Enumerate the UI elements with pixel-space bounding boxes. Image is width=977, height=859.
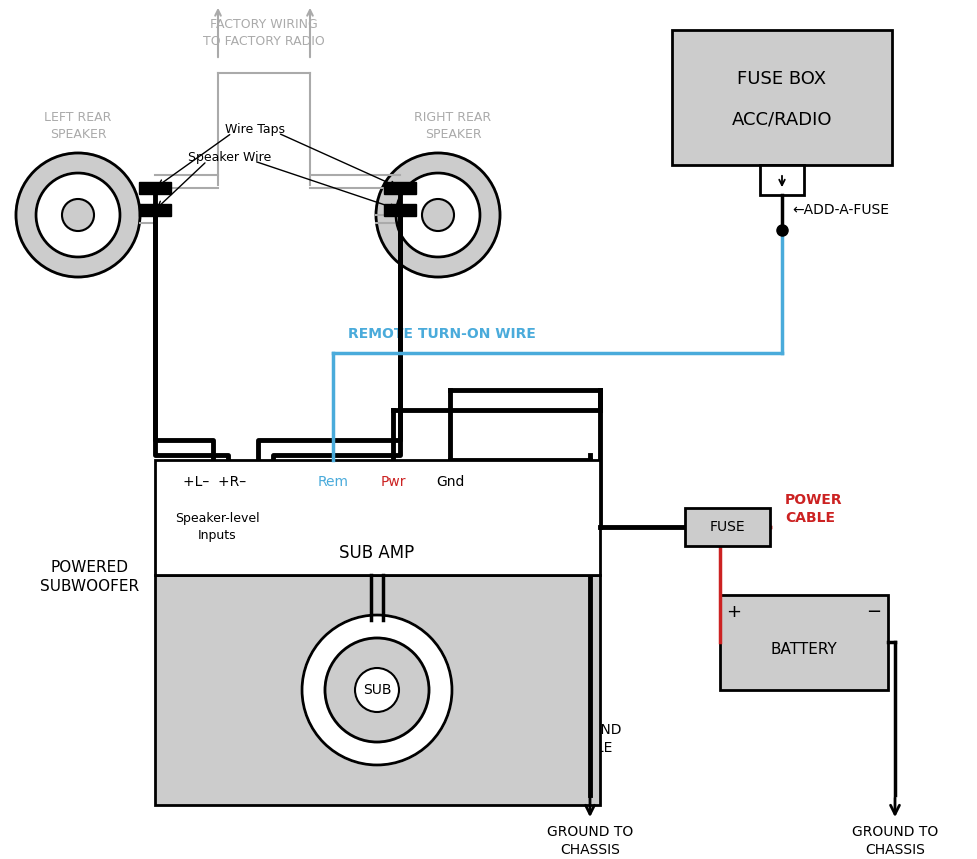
Bar	[139, 204, 171, 216]
Bar	[384, 182, 415, 194]
Circle shape	[324, 638, 429, 742]
Text: Wire Taps: Wire Taps	[225, 124, 284, 137]
Circle shape	[355, 668, 399, 712]
Bar	[154, 575, 599, 805]
Text: FUSE: FUSE	[708, 520, 744, 534]
Text: GROUND TO
CHASSIS: GROUND TO CHASSIS	[546, 825, 632, 857]
Text: BATTERY: BATTERY	[770, 643, 836, 657]
Text: REMOTE TURN-ON WIRE: REMOTE TURN-ON WIRE	[348, 327, 535, 341]
Bar	[719, 595, 887, 690]
Text: Rem: Rem	[318, 475, 348, 489]
Text: RIGHT REAR
SPEAKER: RIGHT REAR SPEAKER	[414, 111, 491, 141]
Text: GROUND TO
CHASSIS: GROUND TO CHASSIS	[851, 825, 937, 857]
Text: SUB: SUB	[362, 683, 391, 697]
Bar	[759, 165, 803, 195]
Text: ACC/RADIO: ACC/RADIO	[731, 110, 831, 128]
Text: FUSE BOX: FUSE BOX	[737, 70, 826, 88]
Text: POWER
CABLE: POWER CABLE	[785, 493, 842, 526]
Text: Speaker Wire: Speaker Wire	[189, 151, 272, 165]
Text: GROUND
CABLE: GROUND CABLE	[558, 722, 620, 755]
Text: Gnd: Gnd	[436, 475, 464, 489]
Text: +L–  +R–: +L– +R–	[183, 475, 246, 489]
Text: ←ADD-A-FUSE: ←ADD-A-FUSE	[791, 203, 888, 217]
Text: SUB AMP: SUB AMP	[339, 544, 414, 562]
Circle shape	[396, 173, 480, 257]
Bar	[154, 460, 599, 575]
Text: −: −	[866, 603, 880, 621]
Circle shape	[36, 173, 120, 257]
Bar	[139, 182, 171, 194]
Text: LEFT REAR
SPEAKER: LEFT REAR SPEAKER	[44, 111, 111, 141]
Bar	[684, 508, 769, 546]
Text: Speaker-level
Inputs: Speaker-level Inputs	[175, 512, 259, 542]
Bar	[384, 204, 415, 216]
Text: POWERED
SUBWOOFER: POWERED SUBWOOFER	[40, 559, 140, 594]
Circle shape	[16, 153, 140, 277]
Text: Pwr: Pwr	[380, 475, 405, 489]
Circle shape	[421, 199, 453, 231]
Circle shape	[62, 199, 94, 231]
Text: +: +	[726, 603, 741, 621]
Text: FACTORY WIRING
TO FACTORY RADIO: FACTORY WIRING TO FACTORY RADIO	[203, 18, 324, 48]
Circle shape	[302, 615, 451, 765]
Circle shape	[375, 153, 499, 277]
Bar	[671, 30, 891, 165]
